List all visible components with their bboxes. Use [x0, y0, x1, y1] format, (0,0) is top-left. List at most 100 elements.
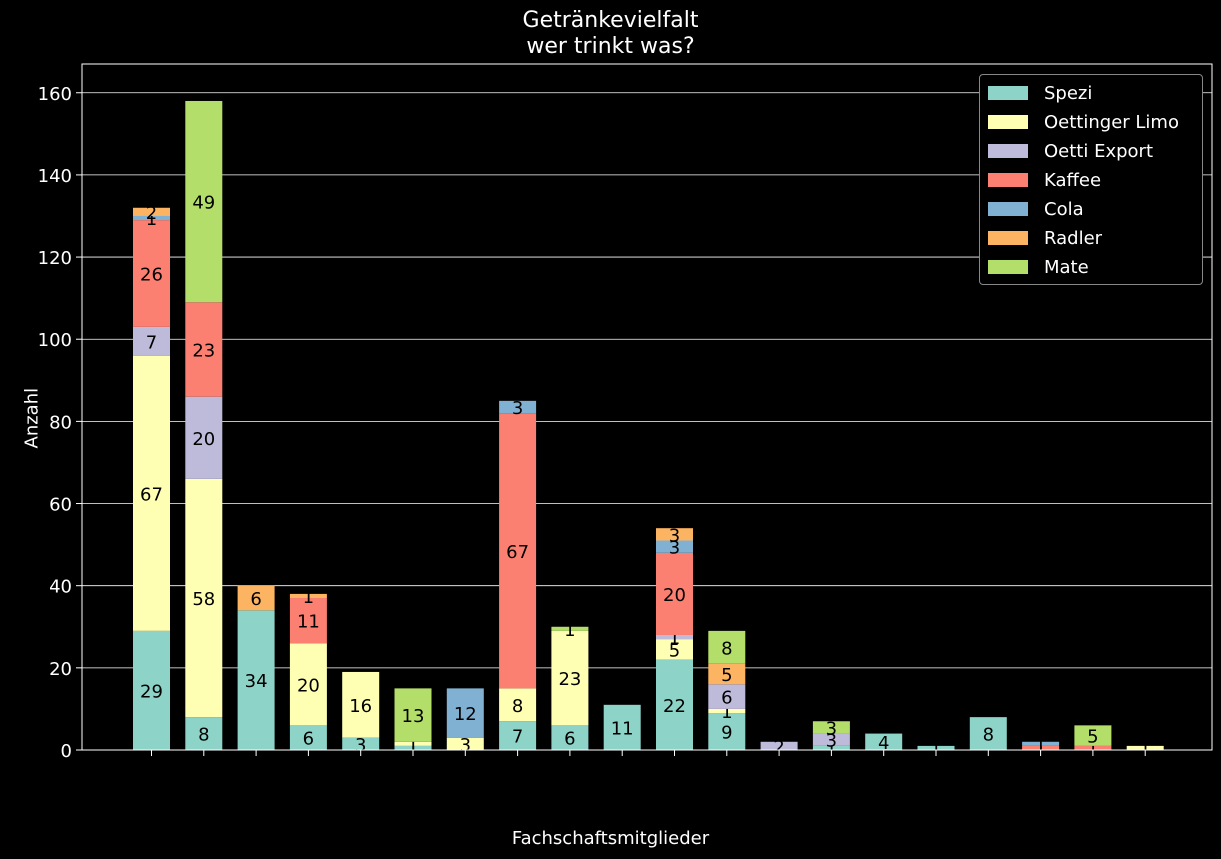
bar-value-label: 4: [878, 733, 889, 754]
legend-swatch: [988, 144, 1028, 158]
bar-value-label: 67: [506, 542, 529, 563]
bar-value-label: 1: [1087, 739, 1098, 760]
bar-value-label: 16: [349, 696, 372, 717]
bar-segment: [656, 634, 693, 640]
bar-value-label: 8: [512, 696, 523, 717]
bar-value-label: 12: [454, 704, 477, 725]
bar-segment: [708, 708, 746, 714]
bar-value-label: 1: [303, 587, 314, 608]
bar-value-label: 13: [402, 706, 425, 727]
bar-value-label: 9: [721, 723, 732, 744]
bar-segment: [812, 733, 850, 746]
bar-segment: [133, 220, 170, 327]
bar-value-label: 11: [611, 718, 634, 739]
bar-segment: [708, 663, 746, 685]
bar-segment: [342, 737, 380, 750]
bar-value-label: 3: [826, 731, 837, 752]
bar-segment: [656, 552, 693, 635]
bar-segment: [289, 725, 327, 750]
legend-label: Oetti Export: [1044, 140, 1154, 162]
bar-value-label: 7: [146, 332, 157, 353]
bar-value-label: 1: [669, 628, 680, 649]
bar-segment: [499, 721, 537, 750]
bar-segment: [185, 717, 223, 750]
legend-entry: Kaffee: [988, 169, 1102, 191]
legend-label: Cola: [1044, 198, 1084, 220]
bar-segment: [185, 100, 223, 303]
legend-swatch: [988, 115, 1028, 129]
bar-segment: [185, 478, 223, 718]
bar-value-label: 26: [140, 264, 163, 285]
bar-segment: [446, 688, 484, 738]
bar-segment: [917, 745, 955, 750]
chart-title-line-2: wer trinkt was?: [526, 34, 695, 59]
bar-segment: [394, 688, 432, 742]
bar-segment: [289, 593, 327, 599]
bar-segment: [499, 400, 537, 414]
legend-swatch: [988, 86, 1028, 100]
bar-segment: [133, 355, 170, 631]
bar-value-label: 1: [1139, 739, 1150, 760]
legend-label: Mate: [1044, 256, 1089, 278]
bar-value-label: 7: [512, 727, 523, 748]
bar-value-label: 67: [140, 484, 163, 505]
bar-value-label: 1: [721, 702, 732, 723]
bar-segment: [551, 626, 589, 631]
bar-value-label: 20: [297, 675, 320, 696]
bar-value-label: 1: [1035, 739, 1046, 760]
legend-entry: Mate: [988, 256, 1089, 278]
bar-segment: [289, 598, 327, 644]
bar-segment: [708, 630, 746, 664]
bar-value-label: 34: [245, 671, 268, 692]
bar-segment: [394, 741, 432, 746]
bar-segment: [1022, 741, 1060, 746]
bar-segment: [812, 745, 850, 750]
y-tick-label: 120: [38, 248, 72, 269]
bar-segment: [237, 585, 275, 611]
legend-swatch: [988, 260, 1028, 274]
bar-segment: [499, 413, 537, 689]
bar-segment: [656, 659, 693, 750]
bar-value-label: 1: [407, 739, 418, 760]
bar-segment: [289, 643, 327, 726]
legend-entry: Spezi: [988, 83, 1092, 104]
bar-value-label: 6: [564, 729, 575, 750]
bar-value-label: 23: [558, 669, 581, 690]
legend-label: Kaffee: [1044, 169, 1102, 191]
bar-segment: [133, 207, 170, 216]
bar-value-label: 3: [669, 525, 680, 546]
bar-segment: [185, 396, 223, 479]
bar-value-label: 29: [140, 681, 163, 702]
bar-value-label: 3: [669, 538, 680, 559]
bar-segment: [656, 528, 693, 541]
bar-segment: [1074, 745, 1112, 750]
bar-value-label: 3: [460, 735, 471, 756]
bar-value-label: 23: [192, 340, 215, 361]
legend-swatch: [988, 202, 1028, 216]
bar-value-label: 6: [250, 589, 261, 610]
bar-value-label: 3: [355, 735, 366, 756]
bar-segment: [551, 725, 589, 750]
bar-value-label: 5: [1087, 727, 1098, 748]
bar-value-label: 3: [512, 398, 523, 419]
legend-entry: Oettinger Limo: [988, 111, 1179, 133]
y-tick-label: 20: [49, 659, 72, 680]
legend: Spezi Oettinger Limo Oetti Export Kaffee Col…: [979, 74, 1203, 285]
y-tick-label: 100: [38, 330, 72, 351]
bar-value-label: 11: [297, 612, 320, 633]
bar-value-label: 8: [983, 725, 994, 746]
y-tick-label: 60: [49, 495, 72, 516]
bar-value-label: 2: [773, 737, 784, 758]
bar-value-label: 1: [1035, 735, 1046, 756]
legend-label: Oettinger Limo: [1044, 111, 1179, 133]
y-tick-label: 0: [61, 741, 72, 762]
bar-value-label: 1: [930, 739, 941, 760]
bar-value-label: 5: [669, 640, 680, 661]
legend-entry: Oetti Export: [988, 140, 1154, 162]
legend-entry: Cola: [988, 198, 1084, 220]
x-axis-label: Fachschaftsmitglieder: [511, 828, 710, 849]
bar-segment: [656, 540, 693, 553]
bar-value-label: 1: [407, 735, 418, 756]
plot-frame: [81, 63, 1213, 751]
bar-value-label: 1: [826, 739, 837, 760]
